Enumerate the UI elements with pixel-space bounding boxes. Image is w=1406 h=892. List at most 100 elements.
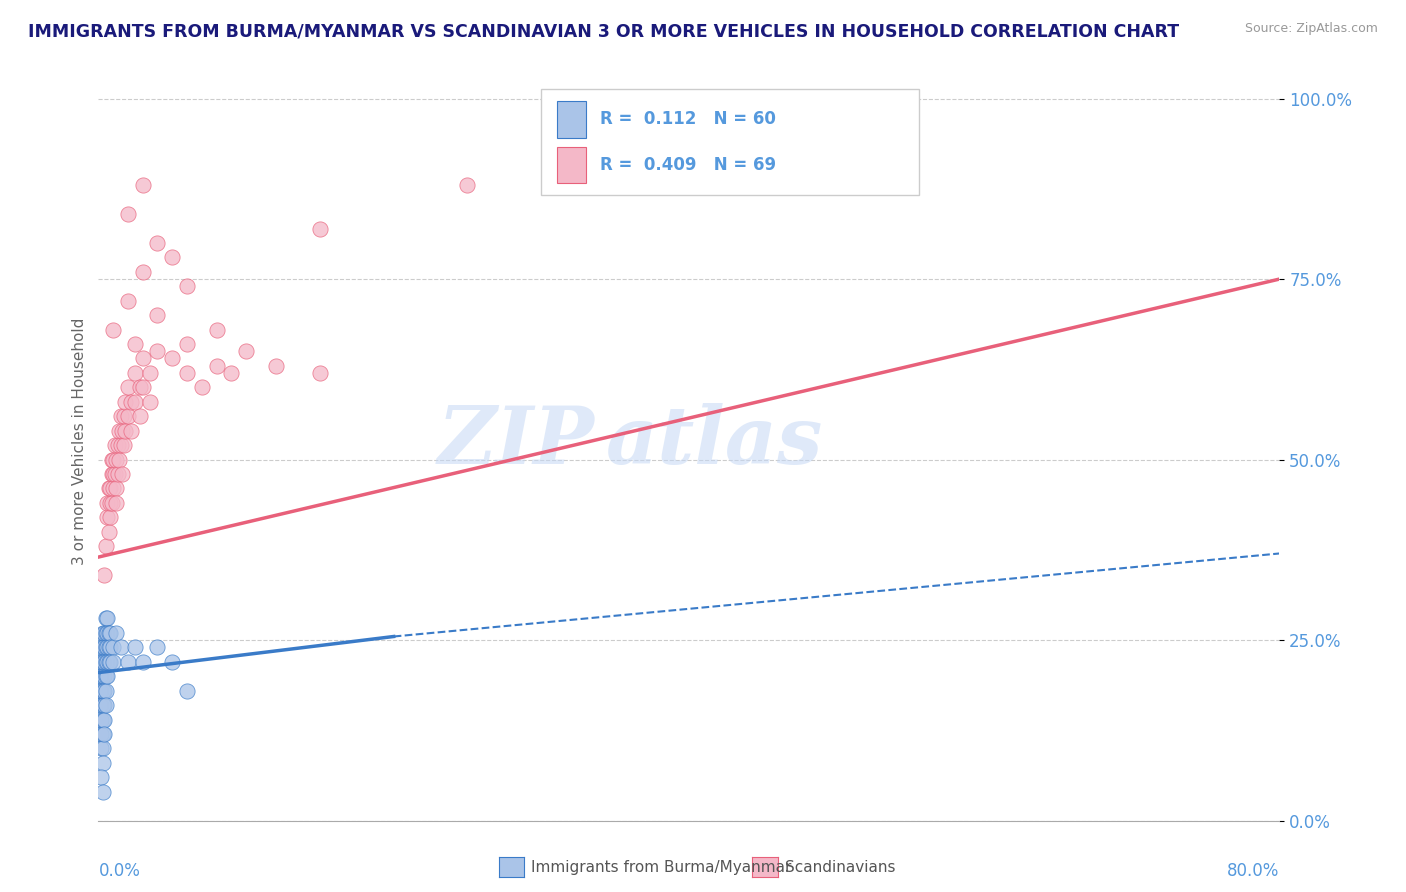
Point xyxy=(146,308,169,322)
Point xyxy=(91,669,114,683)
Point xyxy=(132,380,155,394)
Point xyxy=(162,251,183,265)
Point xyxy=(264,359,287,373)
Point xyxy=(103,467,125,481)
Point xyxy=(93,727,115,741)
Text: R =  0.409   N = 69: R = 0.409 N = 69 xyxy=(600,156,776,174)
Point xyxy=(103,452,125,467)
Point xyxy=(162,655,183,669)
Text: ZIP: ZIP xyxy=(437,403,595,480)
Point xyxy=(124,640,146,655)
Point xyxy=(91,741,114,756)
Point xyxy=(132,655,155,669)
Point xyxy=(98,640,121,655)
Point xyxy=(110,640,132,655)
Point xyxy=(98,496,121,510)
Point xyxy=(120,394,142,409)
Point xyxy=(114,394,136,409)
Point xyxy=(96,611,118,625)
Point xyxy=(90,741,112,756)
Point xyxy=(124,337,146,351)
Point xyxy=(103,655,125,669)
Point xyxy=(94,669,117,683)
Point xyxy=(139,366,162,380)
Point xyxy=(309,221,332,235)
Point xyxy=(90,655,112,669)
Point xyxy=(108,452,131,467)
Point xyxy=(114,424,136,438)
Point xyxy=(93,626,115,640)
Point xyxy=(103,323,125,337)
Point xyxy=(132,265,155,279)
Point xyxy=(120,424,142,438)
Point xyxy=(90,713,112,727)
Point xyxy=(117,207,139,221)
Point xyxy=(221,366,243,380)
Point xyxy=(94,539,117,553)
Point xyxy=(93,683,115,698)
Point xyxy=(96,655,118,669)
Point xyxy=(117,293,139,308)
Point xyxy=(93,669,115,683)
Point xyxy=(90,683,112,698)
Point xyxy=(107,438,129,452)
Point xyxy=(96,669,118,683)
Point xyxy=(117,380,139,394)
Point xyxy=(235,344,257,359)
Point xyxy=(162,351,183,366)
Point xyxy=(108,424,131,438)
Point xyxy=(91,626,114,640)
Point xyxy=(94,640,117,655)
Point xyxy=(98,510,121,524)
Point xyxy=(309,366,332,380)
Point xyxy=(96,626,118,640)
Point xyxy=(124,394,146,409)
Point xyxy=(90,698,112,712)
Text: 80.0%: 80.0% xyxy=(1227,863,1279,880)
Text: Scandinavians: Scandinavians xyxy=(785,860,896,874)
FancyBboxPatch shape xyxy=(541,89,920,195)
Point xyxy=(90,669,112,683)
Point xyxy=(103,640,125,655)
Point xyxy=(90,640,112,655)
Point xyxy=(91,756,114,770)
Point xyxy=(128,380,150,394)
Point xyxy=(191,380,214,394)
Point xyxy=(100,496,122,510)
Point xyxy=(146,344,169,359)
Point xyxy=(98,482,121,496)
Point xyxy=(96,496,118,510)
FancyBboxPatch shape xyxy=(557,101,586,137)
Point xyxy=(111,424,134,438)
Point xyxy=(93,568,115,582)
Point xyxy=(89,683,111,698)
Text: IMMIGRANTS FROM BURMA/MYANMAR VS SCANDINAVIAN 3 OR MORE VEHICLES IN HOUSEHOLD CO: IMMIGRANTS FROM BURMA/MYANMAR VS SCANDIN… xyxy=(28,22,1180,40)
Point xyxy=(89,698,111,712)
Text: Source: ZipAtlas.com: Source: ZipAtlas.com xyxy=(1244,22,1378,36)
Point xyxy=(205,359,228,373)
Point xyxy=(90,770,112,784)
FancyBboxPatch shape xyxy=(557,146,586,183)
Point xyxy=(93,698,115,712)
Point xyxy=(132,178,155,193)
Point xyxy=(112,438,135,452)
Point xyxy=(111,467,134,481)
Point xyxy=(104,467,127,481)
Point xyxy=(91,698,114,712)
Point xyxy=(96,510,118,524)
Point xyxy=(97,524,120,539)
Point xyxy=(105,482,128,496)
Text: 0.0%: 0.0% xyxy=(98,863,141,880)
Text: R =  0.112   N = 60: R = 0.112 N = 60 xyxy=(600,111,776,128)
Point xyxy=(146,235,169,250)
Point xyxy=(91,727,114,741)
Point xyxy=(103,482,125,496)
Point xyxy=(176,337,198,351)
Point xyxy=(146,640,169,655)
Point xyxy=(105,496,128,510)
Point xyxy=(117,655,139,669)
Point xyxy=(752,91,775,105)
Point xyxy=(93,640,115,655)
Point xyxy=(100,467,122,481)
Point xyxy=(98,655,121,669)
